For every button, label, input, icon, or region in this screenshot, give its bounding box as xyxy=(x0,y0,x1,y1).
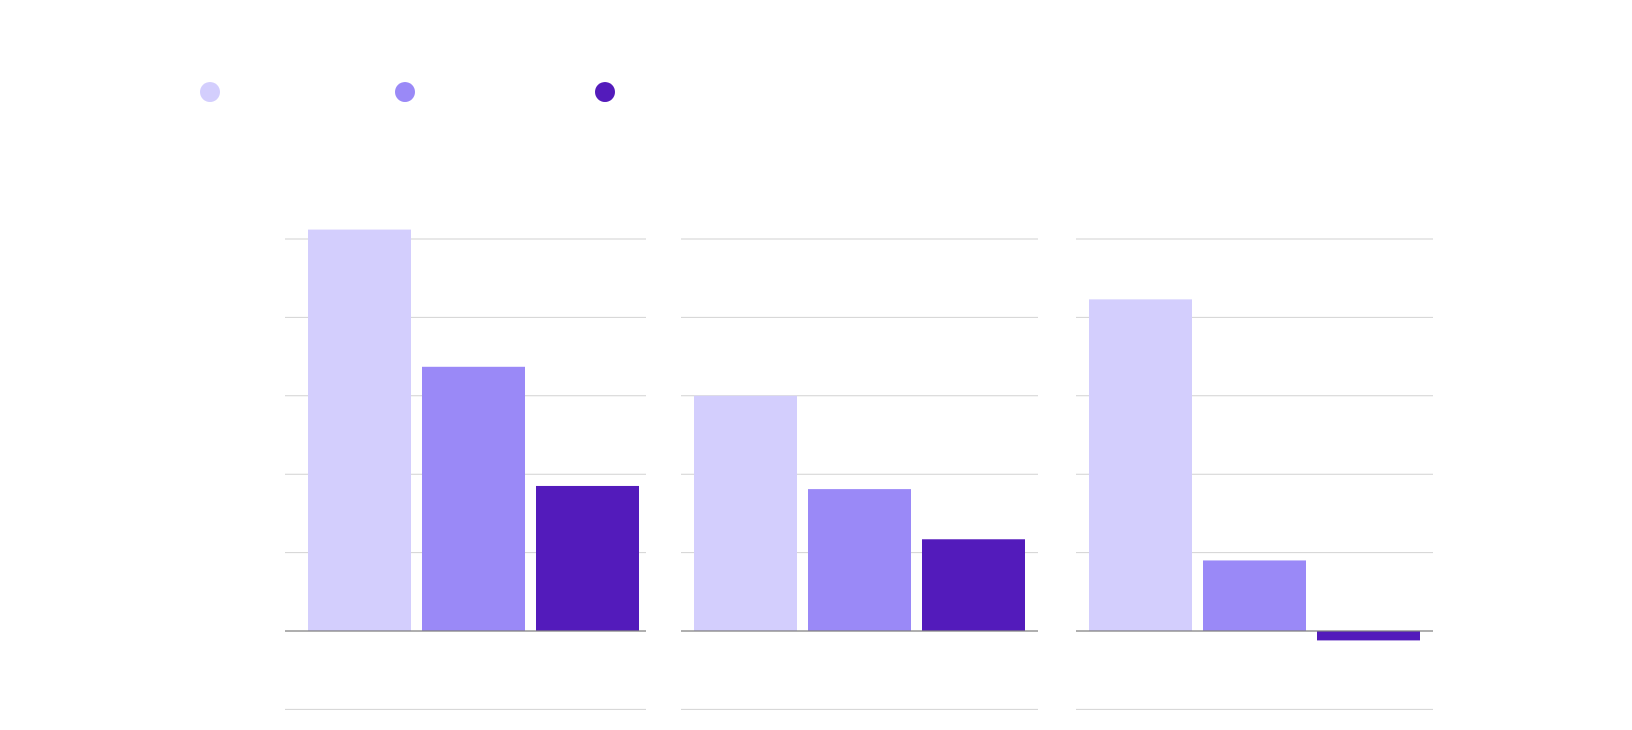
bar-series-2 xyxy=(808,489,911,631)
bar-series-3 xyxy=(536,485,639,631)
legend-marker-series-3 xyxy=(595,82,615,102)
bar-series-3 xyxy=(1317,631,1420,641)
bar-series-2 xyxy=(422,366,525,631)
chart-panel-1 xyxy=(285,229,646,710)
chart-panel-3 xyxy=(1076,238,1433,710)
bar-series-1 xyxy=(308,229,411,632)
legend xyxy=(200,82,615,102)
chart-panels xyxy=(285,229,1433,710)
bar-series-3 xyxy=(922,539,1025,631)
legend-marker-series-2 xyxy=(395,82,415,102)
legend-marker-series-1 xyxy=(200,82,220,102)
bar-series-2 xyxy=(1203,560,1306,631)
chart-panel-2 xyxy=(681,238,1038,710)
bar-series-1 xyxy=(1089,299,1192,631)
bar-series-1 xyxy=(694,395,797,631)
